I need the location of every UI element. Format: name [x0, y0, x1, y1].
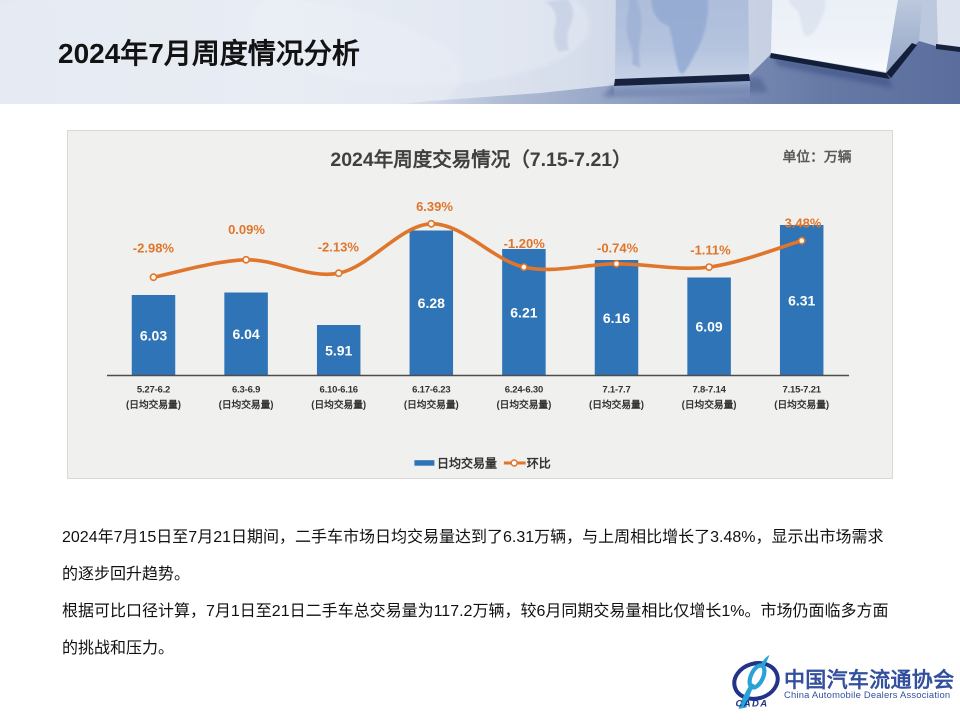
svg-text:6.04: 6.04 — [232, 326, 259, 342]
svg-text:(日均交易量): (日均交易量) — [589, 398, 644, 411]
svg-text:5.27-6.2: 5.27-6.2 — [137, 385, 170, 396]
svg-text:6.39%: 6.39% — [416, 199, 453, 214]
svg-text:6.16: 6.16 — [603, 310, 630, 326]
svg-text:-1.20%: -1.20% — [504, 236, 546, 251]
svg-text:7.15-7.21: 7.15-7.21 — [783, 385, 822, 396]
svg-text:CADA: CADA — [736, 699, 769, 710]
svg-text:-2.98%: -2.98% — [133, 241, 175, 256]
svg-text:6.28: 6.28 — [418, 295, 445, 311]
svg-text:(日均交易量): (日均交易量) — [311, 398, 366, 411]
svg-text:6.10-6.16: 6.10-6.16 — [320, 385, 358, 396]
svg-text:-2.13%: -2.13% — [318, 239, 360, 254]
svg-text:-0.74%: -0.74% — [597, 241, 639, 256]
svg-text:6.21: 6.21 — [510, 304, 537, 320]
svg-text:3.48%: 3.48% — [785, 215, 822, 230]
svg-text:6.3-6.9: 6.3-6.9 — [232, 385, 260, 396]
svg-text:6.24-6.30: 6.24-6.30 — [505, 385, 543, 396]
svg-text:(日均交易量): (日均交易量) — [219, 398, 274, 411]
svg-text:7.1-7.7: 7.1-7.7 — [602, 385, 630, 396]
svg-text:6.09: 6.09 — [695, 319, 722, 335]
svg-text:(日均交易量): (日均交易量) — [774, 398, 829, 411]
svg-text:6.31: 6.31 — [788, 292, 815, 308]
svg-text:(日均交易量): (日均交易量) — [126, 398, 181, 411]
svg-text:单位：万辆: 单位：万辆 — [783, 148, 852, 164]
svg-text:-1.11%: -1.11% — [690, 243, 731, 258]
svg-text:环比: 环比 — [527, 455, 551, 470]
svg-text:5.91: 5.91 — [325, 342, 352, 358]
svg-text:2024年周度交易情况（7.15-7.21）: 2024年周度交易情况（7.15-7.21） — [330, 148, 631, 171]
svg-text:日均交易量: 日均交易量 — [437, 455, 497, 470]
svg-text:6.17-6.23: 6.17-6.23 — [412, 385, 450, 396]
svg-text:6.03: 6.03 — [140, 327, 167, 343]
svg-text:0.09%: 0.09% — [228, 222, 265, 237]
svg-text:(日均交易量): (日均交易量) — [682, 398, 737, 411]
svg-text:7.8-7.14: 7.8-7.14 — [692, 385, 726, 396]
svg-text:(日均交易量): (日均交易量) — [496, 398, 551, 411]
svg-text:(日均交易量): (日均交易量) — [404, 398, 459, 411]
